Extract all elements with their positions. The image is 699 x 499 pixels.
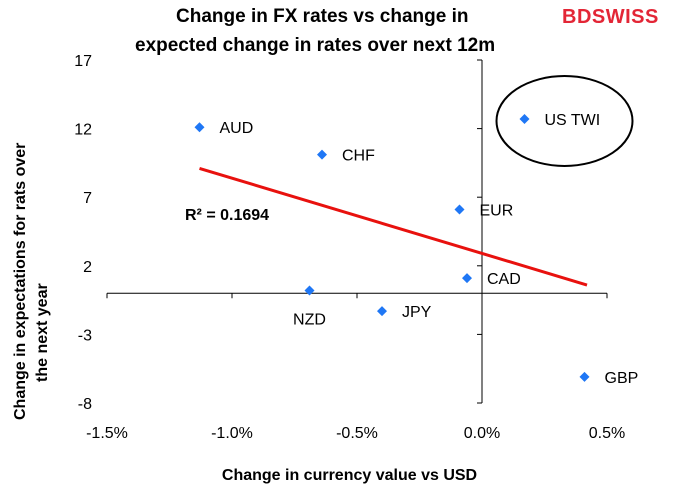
- data-label-aud: AUD: [220, 120, 254, 137]
- logo-part1: BD: [562, 6, 592, 28]
- chart-title-line1: Change in FX rates vs change in: [176, 6, 469, 27]
- data-point-jpy: [377, 306, 387, 317]
- data-point-chf: [317, 149, 327, 160]
- y-tick-label: 17: [74, 53, 92, 70]
- data-label-cad: CAD: [487, 271, 521, 288]
- highlight-circle: [495, 74, 634, 167]
- data-label-gbp: GBP: [605, 370, 639, 387]
- x-tick-label: -1.0%: [211, 425, 253, 442]
- x-tick-label: 0.5%: [589, 425, 625, 442]
- x-tick-label: 0.0%: [464, 425, 500, 442]
- y-tick-label: 7: [83, 190, 92, 207]
- x-tick-label: -0.5%: [336, 425, 378, 442]
- data-label-jpy: JPY: [402, 304, 432, 321]
- data-point-cad: [462, 273, 472, 284]
- chart-title-line2: expected change in rates over next 12m: [135, 35, 496, 56]
- x-axis-label: Change in currency value vs USD: [221, 467, 478, 484]
- y-tick-label: 12: [74, 122, 92, 139]
- data-point-us-twi: [519, 113, 530, 124]
- data-point-aud: [194, 122, 205, 133]
- data-label-nzd: NZD: [293, 311, 326, 328]
- data-point-eur: [454, 204, 465, 215]
- trendline: [199, 166, 588, 287]
- y-tick-label: 2: [83, 259, 92, 276]
- data-point-nzd: [304, 285, 315, 296]
- r-squared-label: R² = 0.1694: [185, 207, 269, 224]
- data-label-us-twi: US TWI: [545, 112, 601, 129]
- y-tick-label: -3: [78, 327, 92, 344]
- brand-logo: BDSWISS: [562, 6, 659, 29]
- y-tick-label: -8: [78, 396, 92, 413]
- data-label-chf: CHF: [342, 148, 375, 165]
- data-point-gbp: [579, 371, 590, 382]
- data-label-eur: EUR: [480, 203, 514, 220]
- logo-part2: SWISS: [591, 6, 659, 28]
- x-tick-label: -1.5%: [86, 425, 128, 442]
